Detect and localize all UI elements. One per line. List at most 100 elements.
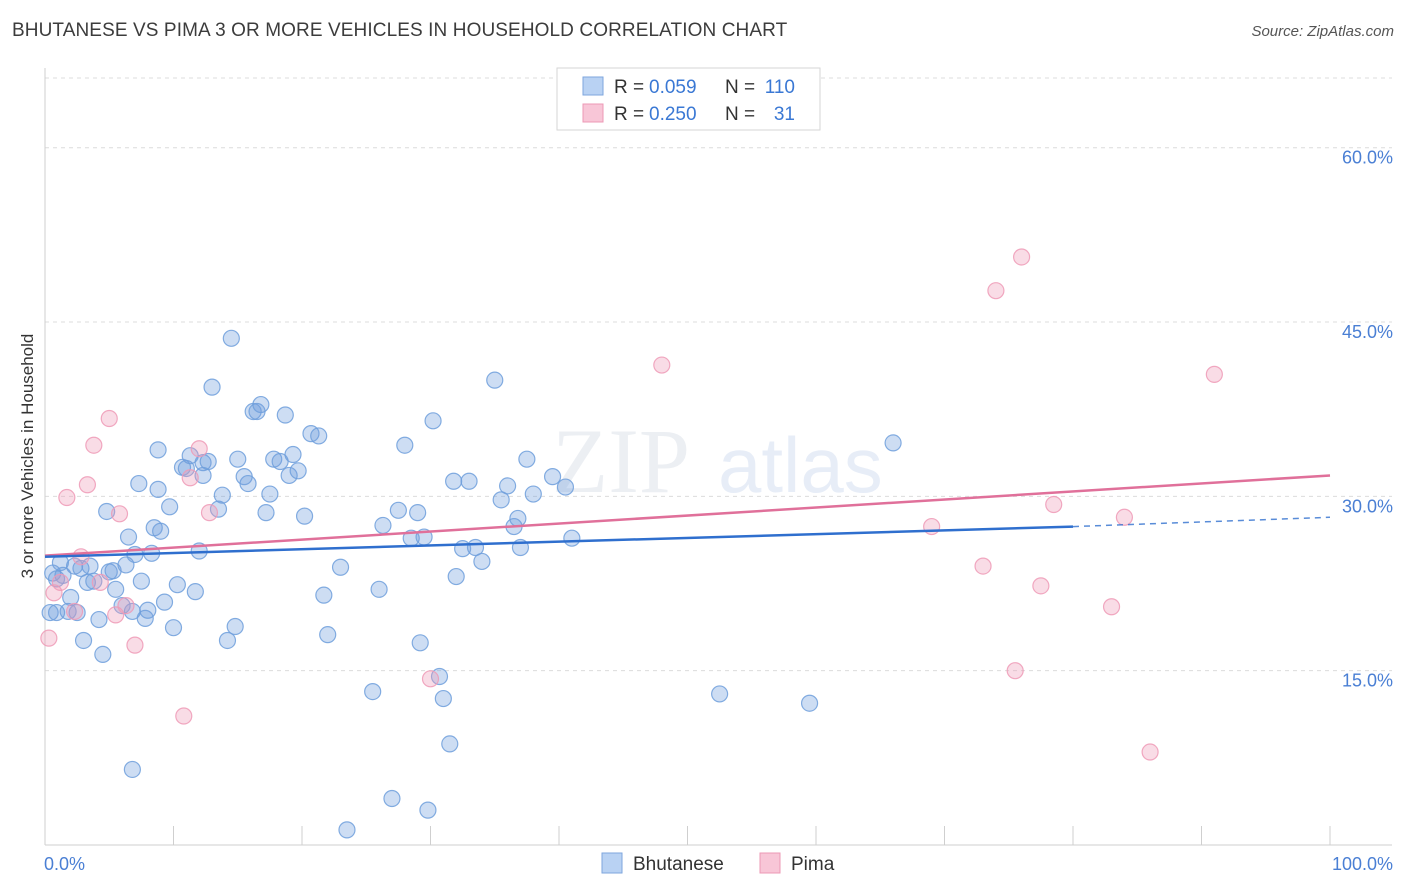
point-bhutanese: [113, 597, 131, 615]
stats-r-label-2: R =: [614, 104, 644, 125]
y-tick-label: 15.0%: [1342, 671, 1393, 691]
point-pima: [58, 488, 76, 507]
point-bhutanese: [257, 504, 275, 522]
point-bhutanese: [800, 694, 819, 712]
point-pima: [190, 440, 208, 458]
point-bhutanese: [203, 378, 221, 396]
point-pima: [126, 636, 144, 654]
point-bhutanese: [107, 580, 125, 598]
point-bhutanese: [492, 491, 510, 509]
point-bhutanese: [370, 580, 388, 598]
point-bhutanese: [499, 477, 517, 495]
watermark-atlas: atlas: [718, 421, 883, 509]
legend-label-bhutanese: Bhutanese: [633, 854, 724, 875]
point-bhutanese: [123, 760, 141, 779]
point-bhutanese: [261, 485, 279, 503]
point-bhutanese: [409, 504, 427, 522]
point-bhutanese: [194, 466, 212, 485]
trend-line-bhutanese-extension: [1072, 516, 1331, 528]
point-bhutanese: [389, 501, 407, 519]
point-pima: [974, 557, 992, 575]
point-bhutanese: [222, 329, 240, 347]
point-pima: [1045, 495, 1063, 514]
point-bhutanese: [434, 689, 452, 708]
stats-legend: R = 0.059 N = 110 R = 0.250 N = 31: [556, 67, 821, 131]
y-tick-label: 45.0%: [1342, 322, 1393, 342]
watermark: ZIP atlas: [552, 410, 883, 512]
axes: [44, 68, 1392, 846]
point-pima: [923, 517, 941, 536]
point-bhutanese: [331, 558, 350, 576]
point-pima: [51, 573, 70, 591]
point-bhutanese: [149, 441, 167, 459]
point-pima: [91, 573, 109, 591]
point-bhutanese: [276, 406, 294, 424]
point-bhutanese: [563, 529, 581, 547]
point-pima: [175, 707, 193, 725]
point-pima: [1115, 508, 1134, 526]
point-bhutanese: [152, 522, 170, 540]
point-bhutanese: [164, 619, 183, 637]
point-pima: [987, 282, 1005, 300]
point-pima: [1006, 662, 1024, 680]
watermark-zip: ZIP: [552, 410, 690, 512]
point-bhutanese: [315, 586, 333, 604]
point-bhutanese: [319, 626, 337, 644]
point-bhutanese: [419, 801, 437, 819]
point-pima: [1205, 365, 1223, 383]
y-tick-label: 60.0%: [1342, 148, 1393, 168]
stats-n-value-2: 31: [774, 104, 795, 125]
point-bhutanese: [155, 593, 174, 611]
point-bhutanese: [445, 472, 463, 490]
point-pima: [1012, 248, 1031, 266]
y-tick-labels: 15.0% 30.0% 45.0% 60.0%: [1342, 148, 1393, 691]
point-bhutanese: [119, 528, 138, 546]
point-pima: [40, 629, 58, 647]
series-bhutanese: [41, 329, 902, 839]
point-bhutanese: [509, 509, 527, 528]
point-bhutanese: [186, 583, 204, 601]
point-pima: [1141, 743, 1159, 761]
point-bhutanese: [218, 631, 237, 650]
y-tick-label: 30.0%: [1342, 496, 1393, 516]
stats-swatch-pima: [582, 103, 604, 123]
legend-swatch-bhutanese: [601, 852, 623, 874]
point-bhutanese: [74, 631, 93, 650]
legend-label-pima: Pima: [791, 854, 835, 875]
point-bhutanese: [364, 682, 382, 701]
point-bhutanese: [711, 685, 729, 703]
stats-r-value-2: 0.250: [649, 104, 697, 125]
point-bhutanese: [447, 567, 465, 586]
point-bhutanese: [132, 572, 150, 590]
x-tick-label: 0.0%: [44, 854, 85, 874]
point-bhutanese: [41, 603, 59, 622]
grid-lines: [45, 77, 1392, 672]
point-bhutanese: [85, 572, 103, 590]
point-bhutanese: [338, 821, 356, 839]
point-bhutanese: [543, 468, 562, 486]
point-bhutanese: [441, 735, 459, 753]
point-bhutanese: [252, 395, 270, 414]
point-bhutanese: [884, 434, 902, 452]
point-bhutanese: [473, 552, 491, 571]
point-pima: [45, 584, 63, 602]
point-pima: [200, 504, 219, 522]
point-bhutanese: [226, 617, 244, 636]
stats-swatch-bhutanese: [582, 76, 604, 96]
point-bhutanese: [396, 436, 414, 454]
point-bhutanese: [149, 480, 167, 498]
point-bhutanese: [239, 474, 257, 493]
stats-r-value-1: 0.059: [649, 77, 697, 98]
stats-r-label-1: R =: [614, 77, 644, 98]
point-pima: [117, 597, 135, 615]
point-bhutanese: [284, 445, 302, 464]
x-tick-labels: 0.0% 100.0%: [44, 854, 1393, 874]
point-bhutanese: [524, 485, 542, 503]
point-bhutanese: [209, 500, 228, 518]
point-pima: [653, 356, 671, 374]
point-pima: [78, 476, 97, 494]
point-bhutanese: [130, 474, 148, 493]
trend-line-bhutanese: [44, 525, 1074, 559]
point-pima: [1032, 577, 1050, 595]
